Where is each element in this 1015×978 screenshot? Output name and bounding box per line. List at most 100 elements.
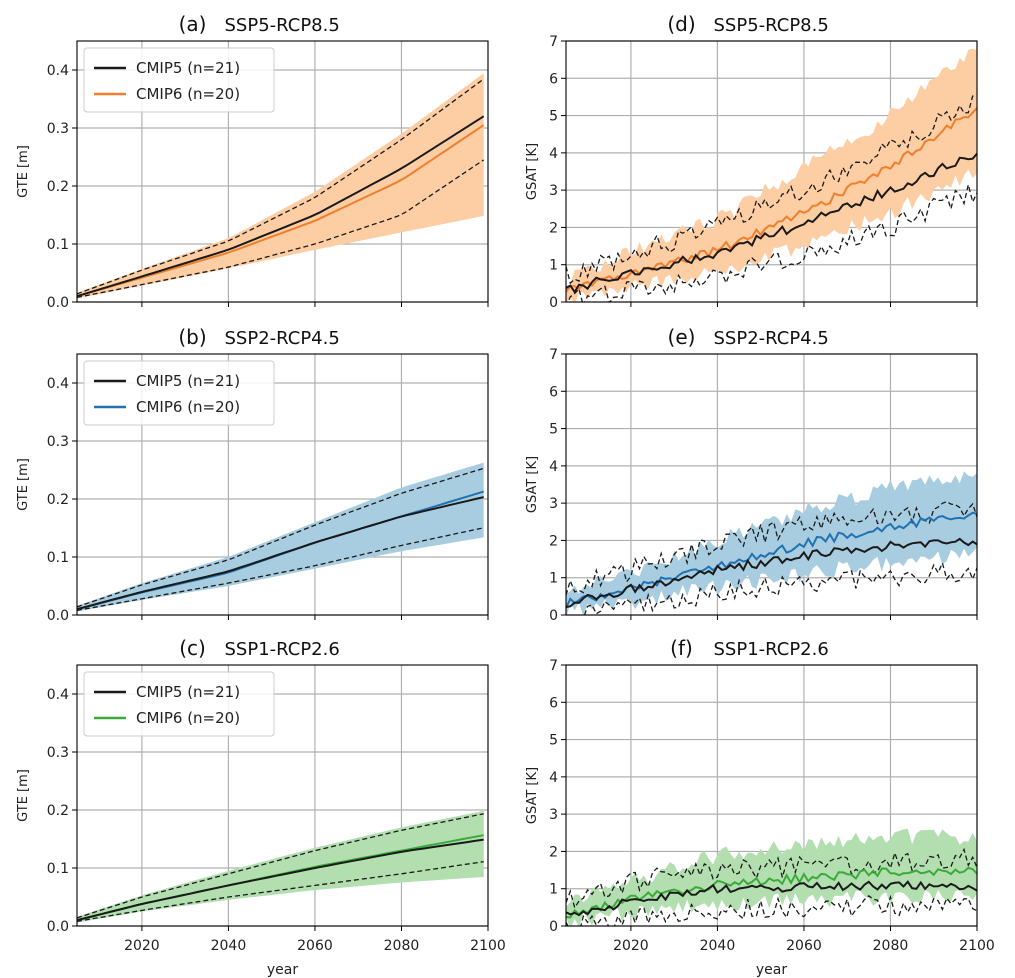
ytick-label-f-1: 1 xyxy=(549,882,558,898)
ytick-label-a-4: 0.4 xyxy=(47,63,69,79)
panel-letter-d: (d) xyxy=(667,12,695,36)
ytick-label-d-5: 5 xyxy=(549,109,558,125)
ytick-label-e-2: 2 xyxy=(549,533,558,549)
xtick-label-c-4: 2100 xyxy=(470,938,506,954)
ytick-label-e-4: 4 xyxy=(549,459,558,475)
cmip5-mean-line-e xyxy=(566,537,977,608)
cmip5-range-low-e xyxy=(583,561,977,615)
ytick-label-e-1: 1 xyxy=(549,571,558,587)
axes-frame-b xyxy=(76,353,489,616)
panel-letter-e: (e) xyxy=(668,325,696,349)
cmip6-mean-line-e xyxy=(566,511,977,609)
panel-letter-a: (a) xyxy=(179,12,207,36)
panel-title-e: SSP2-RCP4.5 xyxy=(714,328,829,349)
ytick-label-d-0: 0 xyxy=(549,295,558,311)
cmip5-range-high-c xyxy=(77,813,484,919)
ytick-label-c-3: 0.3 xyxy=(47,745,69,761)
cmip6-mean-line-a xyxy=(77,124,485,298)
panel-letter-c: (c) xyxy=(179,636,206,660)
ytick-label-f-2: 2 xyxy=(549,844,558,860)
cmip6-mean-line-f xyxy=(566,866,977,919)
panel-letter-f: (f) xyxy=(670,636,693,660)
legend-label-a-0: CMIP5 (n=21) xyxy=(136,59,240,77)
cmip6-mean-line-d xyxy=(566,107,977,293)
panel-title-a: SSP5-RCP8.5 xyxy=(225,15,340,36)
ytick-label-a-2: 0.2 xyxy=(47,179,69,195)
ytick-label-d-1: 1 xyxy=(549,258,558,274)
ytick-label-a-1: 0.1 xyxy=(47,237,69,253)
ylabel-c: GTE [m] xyxy=(16,769,31,822)
cmip5-range-low-d xyxy=(567,184,977,302)
cmip5-range-high-a xyxy=(77,78,485,295)
ytick-label-f-3: 3 xyxy=(549,807,558,823)
panel-title-c: SSP1-RCP2.6 xyxy=(225,639,340,660)
xtick-label-f-3: 2080 xyxy=(873,938,909,954)
ytick-label-b-0: 0.0 xyxy=(47,608,69,624)
ytick-label-f-7: 7 xyxy=(549,658,558,674)
ylabel-d: GSAT [K] xyxy=(525,143,540,200)
xtick-label-f-1: 2040 xyxy=(700,938,736,954)
ylabel-e: GSAT [K] xyxy=(525,456,540,513)
axes-frame-d xyxy=(565,40,978,303)
axes-frame-f xyxy=(565,664,978,927)
cmip6-range-band-c xyxy=(77,810,484,923)
ylabel-a: GTE [m] xyxy=(16,145,31,198)
panel-title-d: SSP5-RCP8.5 xyxy=(714,15,829,36)
axes-frame-e xyxy=(565,353,978,616)
cmip6-range-band-d xyxy=(566,48,977,302)
ytick-label-f-5: 5 xyxy=(549,733,558,749)
ytick-label-c-2: 0.2 xyxy=(47,803,69,819)
cmip5-range-low-b xyxy=(77,527,484,612)
cmip6-range-band-e xyxy=(566,471,977,615)
legend-box-a xyxy=(83,47,275,113)
ylabel-b: GTE [m] xyxy=(16,458,31,511)
cmip5-range-high-e xyxy=(566,500,977,596)
ytick-label-e-0: 0 xyxy=(549,608,558,624)
xtick-label-c-1: 2040 xyxy=(211,938,247,954)
cmip5-mean-line-b xyxy=(77,496,484,611)
xtick-label-c-3: 2080 xyxy=(384,938,420,954)
ytick-label-b-4: 0.4 xyxy=(47,376,69,392)
ytick-label-e-6: 6 xyxy=(549,384,558,400)
ylabel-f: GSAT [K] xyxy=(525,767,540,824)
legend-label-b-1: CMIP6 (n=20) xyxy=(136,398,240,416)
ytick-label-d-6: 6 xyxy=(549,71,558,87)
ytick-label-b-2: 0.2 xyxy=(47,492,69,508)
ytick-label-a-0: 0.0 xyxy=(47,295,69,311)
legend-box-b xyxy=(83,360,275,426)
ytick-label-c-1: 0.1 xyxy=(47,861,69,877)
cmip5-range-low-c xyxy=(77,861,484,923)
cmip6-range-band-b xyxy=(77,462,484,612)
xtick-label-c-0: 2020 xyxy=(124,938,160,954)
ytick-label-e-7: 7 xyxy=(549,347,558,363)
axes-frame-c xyxy=(76,664,489,927)
ytick-label-e-3: 3 xyxy=(549,496,558,512)
axes-frame-a xyxy=(76,40,489,303)
xtick-label-f-0: 2020 xyxy=(613,938,649,954)
legend-label-c-1: CMIP6 (n=20) xyxy=(136,709,240,727)
xlabel-c: year xyxy=(267,962,298,978)
ytick-label-f-6: 6 xyxy=(549,695,558,711)
cmip5-range-high-d xyxy=(566,95,977,285)
cmip5-mean-line-d xyxy=(566,152,977,294)
ytick-label-a-3: 0.3 xyxy=(47,121,69,137)
panel-letter-b: (b) xyxy=(178,325,206,349)
ytick-label-c-4: 0.4 xyxy=(47,687,69,703)
ytick-label-c-0: 0.0 xyxy=(47,919,69,935)
ytick-label-f-0: 0 xyxy=(549,919,558,935)
legend-label-a-1: CMIP6 (n=20) xyxy=(136,85,240,103)
cmip5-range-high-f xyxy=(566,847,977,910)
xtick-label-f-2: 2060 xyxy=(786,938,822,954)
xtick-label-f-4: 2100 xyxy=(959,938,995,954)
ytick-label-d-3: 3 xyxy=(549,183,558,199)
ytick-label-d-2: 2 xyxy=(549,220,558,236)
ytick-label-f-4: 4 xyxy=(549,770,558,786)
legend-box-c xyxy=(83,671,275,737)
cmip5-mean-line-c xyxy=(77,838,484,922)
ytick-label-b-1: 0.1 xyxy=(47,550,69,566)
cmip5-mean-line-f xyxy=(566,880,977,917)
xtick-label-c-2: 2060 xyxy=(297,938,333,954)
cmip5-mean-line-a xyxy=(77,115,485,298)
ytick-label-d-7: 7 xyxy=(549,34,558,50)
